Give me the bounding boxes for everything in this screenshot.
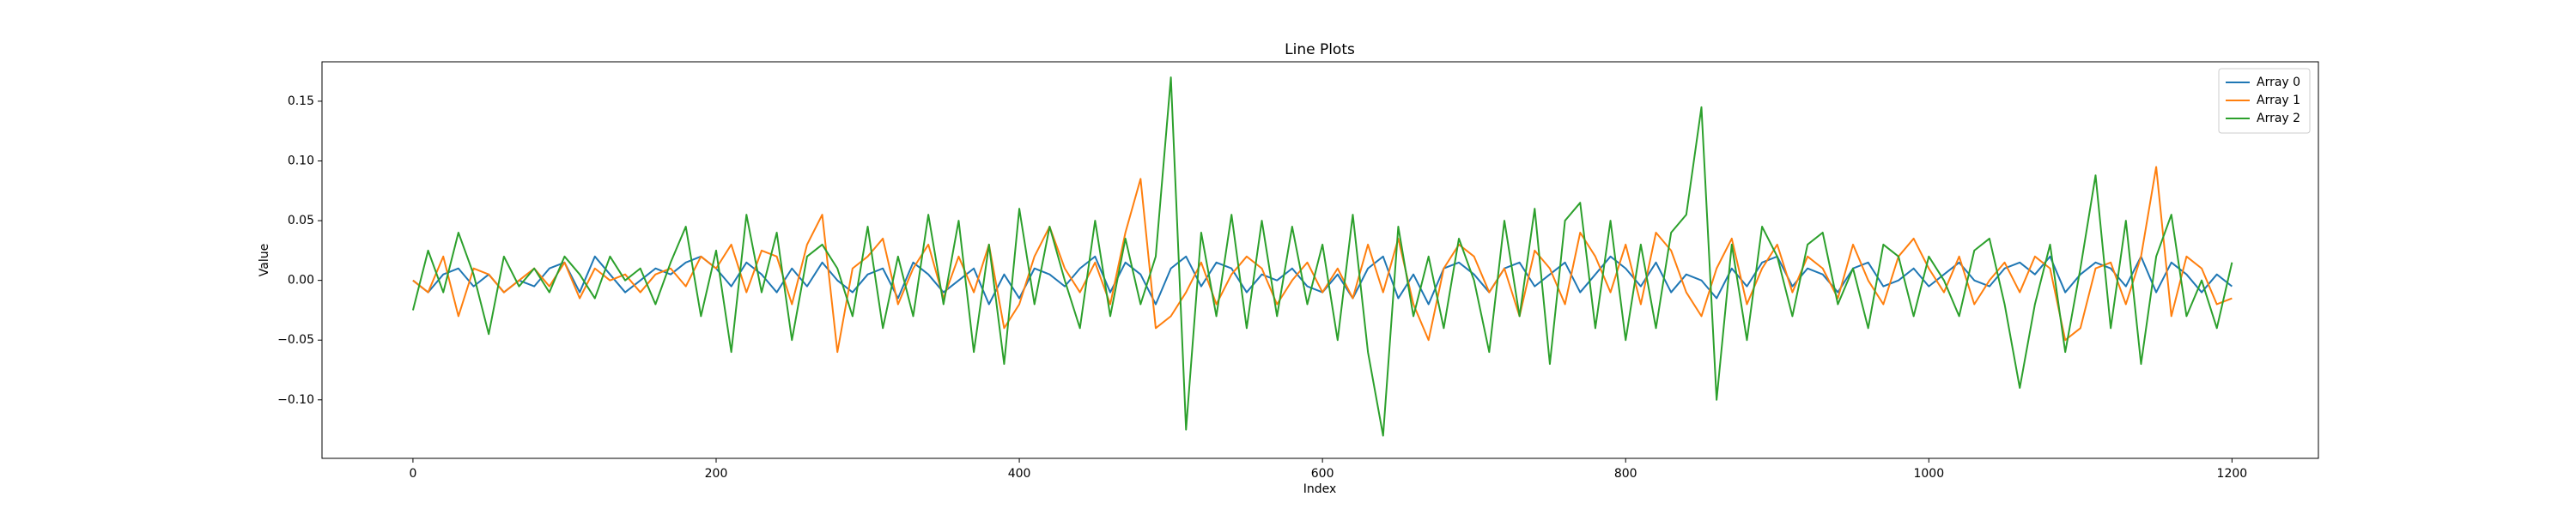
plot-frame — [321, 61, 2319, 459]
x-tick-label: 600 — [1311, 467, 1334, 481]
y-tick-label: 0.05 — [288, 214, 314, 227]
series-line — [411, 76, 2233, 437]
chart-title: Line Plots — [1285, 41, 1355, 58]
legend-label: Array 1 — [2257, 94, 2300, 107]
x-axis-label: Index — [1303, 482, 1337, 496]
x-tick-label: 400 — [1008, 467, 1031, 481]
y-axis-label: Value — [258, 244, 271, 276]
legend-box — [2218, 68, 2311, 134]
legend-label: Array 0 — [2257, 76, 2300, 89]
y-tick-label: 0.15 — [288, 94, 314, 108]
x-tick-label: 1000 — [1913, 467, 1944, 481]
x-tick-label: 0 — [409, 467, 416, 481]
y-tick-label: 0.10 — [288, 154, 314, 168]
y-tick-label: −0.10 — [277, 393, 314, 407]
y-tick-label: −0.05 — [277, 333, 314, 347]
x-tick-label: 800 — [1614, 467, 1637, 481]
x-tick-label: 1200 — [2217, 467, 2248, 481]
legend-label: Array 2 — [2257, 112, 2300, 125]
y-tick-label: 0.00 — [288, 274, 314, 288]
series-line — [412, 166, 2233, 354]
x-tick-label: 200 — [705, 467, 728, 481]
